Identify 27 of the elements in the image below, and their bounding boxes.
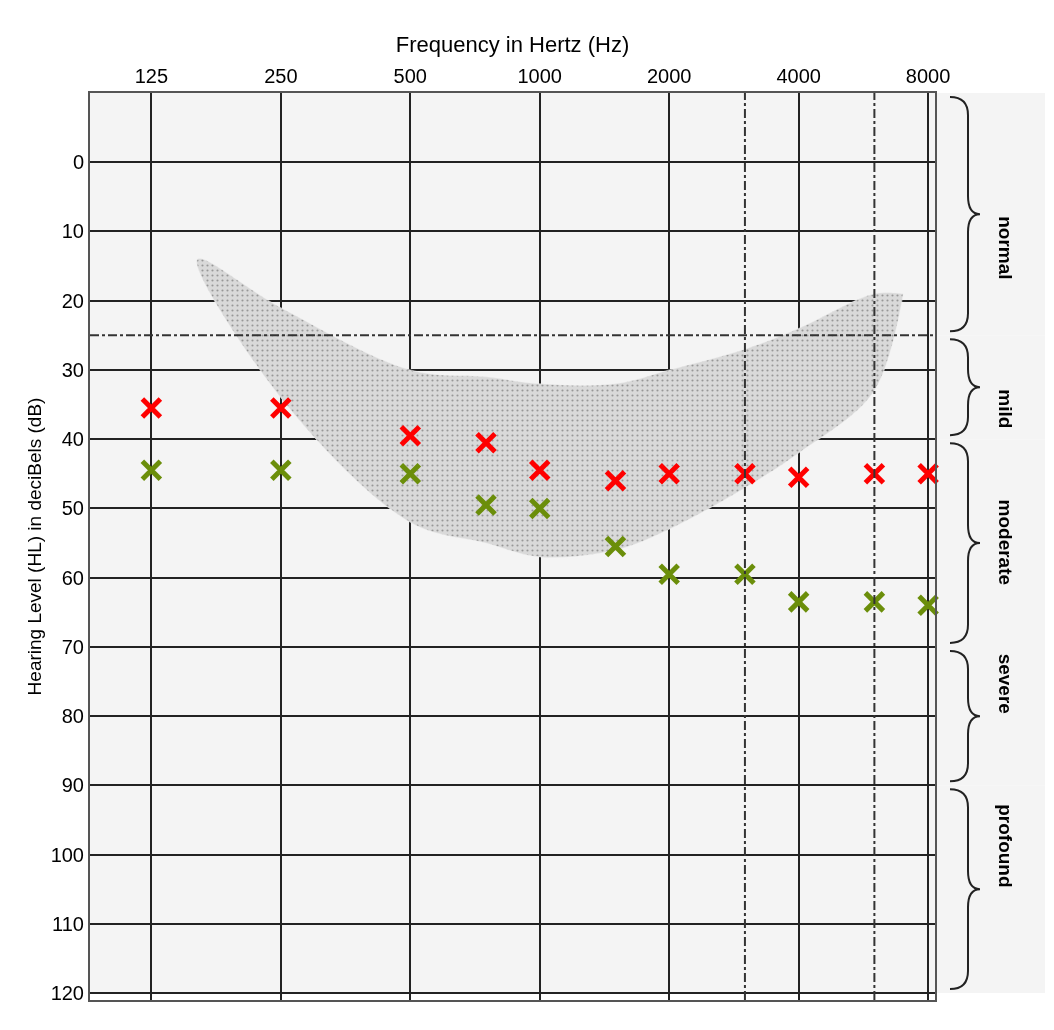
x-tick-label: 250 bbox=[264, 65, 298, 87]
y-tick-label: 10 bbox=[61, 220, 84, 243]
x-tick-label: 500 bbox=[393, 65, 427, 87]
band-label: mild bbox=[995, 389, 1017, 429]
y-tick-label: 20 bbox=[61, 289, 84, 312]
y-tick-label: 70 bbox=[61, 635, 84, 658]
x-tick-label: 2000 bbox=[646, 65, 692, 87]
y-tick-label: 90 bbox=[61, 774, 84, 797]
x-axis-title: Frequency in Hertz (Hz) bbox=[395, 32, 630, 58]
y-tick-label: 40 bbox=[61, 428, 84, 451]
y-axis-title: Hearing Level (HL) in deciBels (dB) bbox=[23, 397, 45, 696]
y-tick-label: 100 bbox=[50, 843, 84, 866]
x-tick-label: 125 bbox=[134, 65, 169, 87]
band-label: normal bbox=[995, 216, 1017, 280]
x-tick-label: 8000 bbox=[905, 65, 951, 87]
band-label: profound bbox=[995, 804, 1017, 888]
x-tick-label: 1000 bbox=[517, 65, 562, 87]
y-tick-label: 30 bbox=[61, 358, 84, 381]
y-tick-label: 80 bbox=[61, 705, 84, 728]
y-tick-label: 120 bbox=[50, 982, 84, 1005]
y-tick-label: 0 bbox=[72, 151, 84, 174]
y-tick-label: 60 bbox=[61, 566, 84, 589]
y-tick-label: 50 bbox=[61, 497, 84, 520]
band-label: severe bbox=[994, 653, 1016, 714]
y-tick-label: 110 bbox=[52, 912, 84, 935]
band-label: moderate bbox=[994, 499, 1016, 586]
x-tick-label: 4000 bbox=[776, 65, 821, 87]
